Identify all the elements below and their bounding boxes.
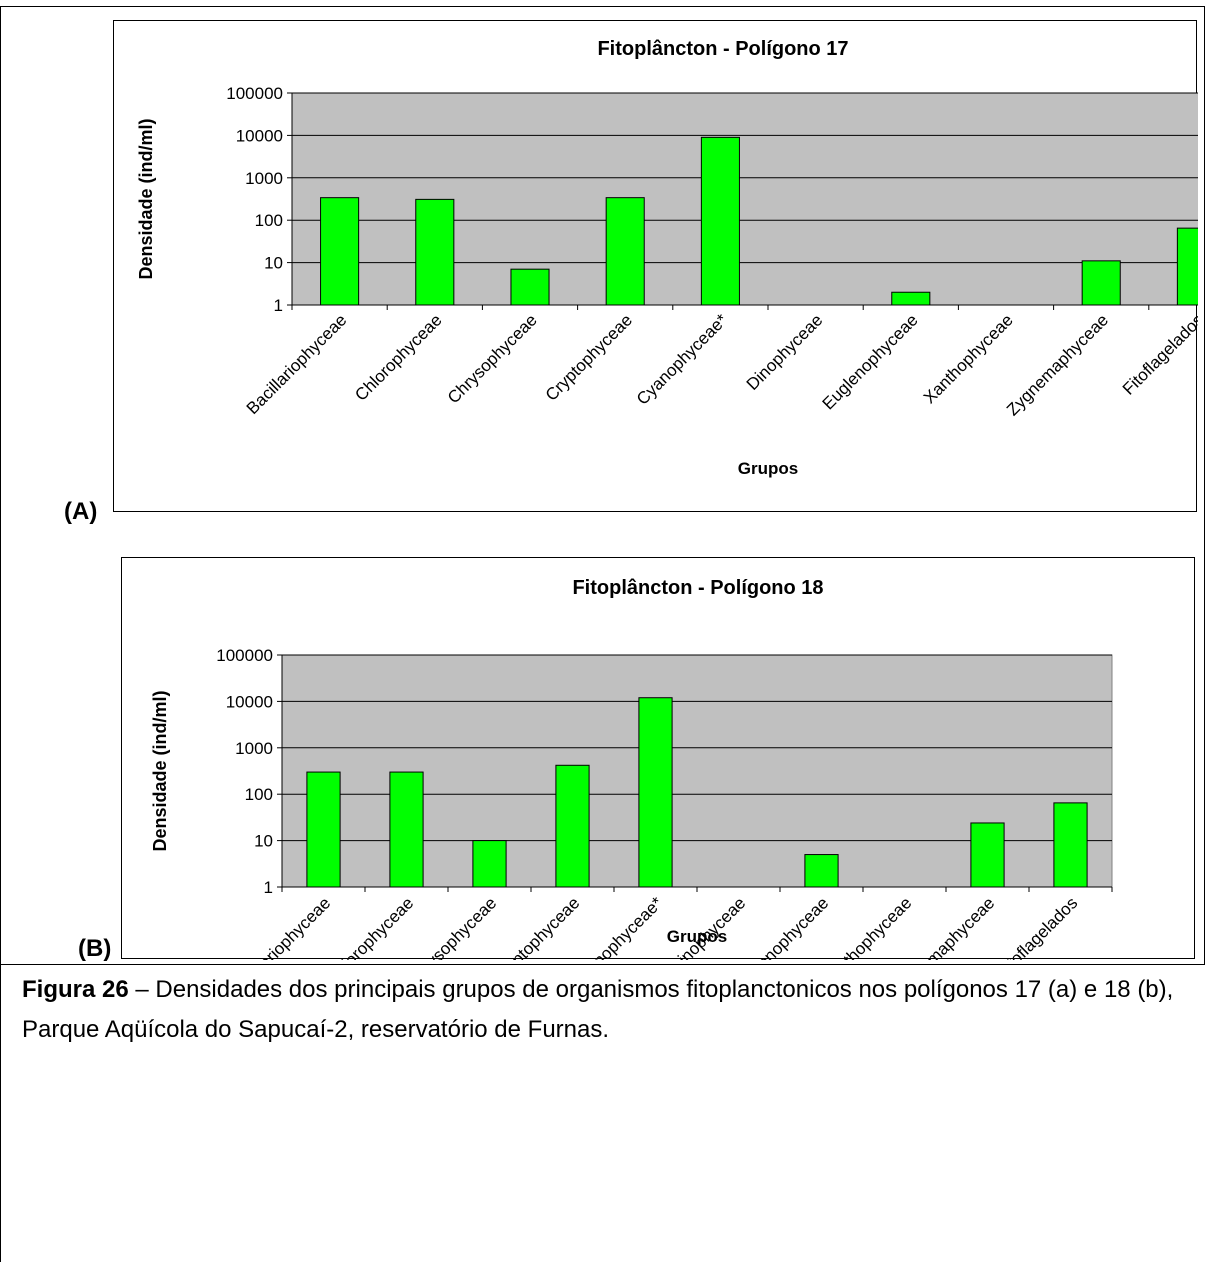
chart-b-area: Fitoplâncton - Polígono 18 1 10 100 1000 1000… [121,557,1195,960]
chart-a-title: Fitoplâncton - Polígono 17 [597,38,848,60]
chart-b-ytick-label: 1 [264,878,273,897]
chart-a-ytick-label: 1000 [245,169,283,188]
chart-b-x-axis-title: Grupos [667,927,727,946]
chart-a-ytick-label: 10 [264,254,283,273]
chart-a-area: Fitoplâncton - Polígono 17 1 10 100 1000 1000… [113,20,1198,512]
chart-a-ytick-label: 100000 [226,84,283,103]
chart-a-x-axis-title: Grupos [738,459,798,478]
chart-b-category-label: Fitoflagelados [993,893,1081,960]
chart-b-category-label: Bacillariophyceae [227,893,335,960]
chart-b-ytick-label: 100 [245,785,273,804]
chart-a-ytick-label: 1 [274,296,283,315]
chart-a-bar-zygnemaphyceae [1081,260,1121,306]
chart-b-svg: Fitoplâncton - Polígono 18 1 10 100 1000 1000… [150,577,1113,960]
chart-a-ytick-label: 10000 [236,126,283,145]
chart-a-bar-chrysophyceae [510,268,550,306]
frame-top-border [0,6,1205,7]
figure-caption: Figura 26 – Densidades dos principais gr… [22,970,1197,1050]
chart-a-category-label: Fitoflagelados [1119,310,1198,398]
chart-b-bar-chrysophyceae [472,840,507,888]
chart-b-bar-chlorophyceae [389,771,424,888]
chart-b-category-label: Cryptophyceae [489,893,583,960]
chart-b-ytick-label: 10000 [226,692,273,711]
chart-a-bar-bacillariophyceae [320,197,360,306]
chart-b-category-label: Chlorophyceae [323,893,417,960]
chart-a-bar-cryptophyceae [605,197,645,306]
chart-a-category-label: Euglenophyceae [819,310,922,413]
chart-b-ytick-label: 1000 [235,739,273,758]
chart-a-category-label: Cryptophyceae [542,310,636,404]
chart-b-category-label: Chrysophyceae [403,893,500,960]
panel-label-b: (B) [78,935,112,962]
chart-a-bar-fitoflagelados [1176,227,1198,306]
chart-b-y-axis-title: Densidade (ind/ml) [150,690,170,851]
panel-label-a: (A) [64,498,98,525]
chart-b-bar-euglenophyceae [804,854,839,888]
chart-a-category-label: Xanthophyceae [920,310,1017,407]
chart-b-category-label: Cyanophyceae* [568,893,667,960]
chart-b-category-label: Xanthophyceae [818,893,915,960]
chart-a-bar-euglenophyceae [891,291,931,306]
chart-b-ytick-label: 100000 [216,646,273,665]
chart-a-bar-chlorophyceae [415,198,455,306]
chart-a-category-label: Zygnemaphyceae [1003,310,1112,419]
chart-b-bar-cyanophyceae [638,697,673,888]
caption-label: Figura 26 [22,976,129,1003]
chart-a-category-label: Chrysophyceae [444,310,541,407]
frame-left-border [0,6,1,1262]
caption-text: – Densidades dos principais grupos de or… [22,976,1174,1043]
chart-a-category-label: Chlorophyceae [351,310,445,404]
chart-a-ytick-label: 100 [255,211,283,230]
chart-a-y-axis-title: Densidade (ind/ml) [136,118,156,279]
chart-a-category-label: Cyanophyceae* [633,310,732,409]
chart-b-bar-zygnemaphyceae [970,822,1005,888]
chart-b-bar-fitoflagelados [1053,802,1088,888]
chart-a-bar-cyanophyceae [700,136,740,306]
chart-b-ytick-label: 10 [254,832,273,851]
caption-separator [0,964,1205,965]
chart-a-category-label: Bacillariophyceae [243,310,351,418]
chart-b-bar-cryptophyceae [555,764,590,888]
chart-a-category-label: Dinophyceae [743,310,827,394]
chart-b-bar-bacillariophyceae [306,771,341,888]
chart-b-title: Fitoplâncton - Polígono 18 [572,577,823,599]
chart-a-svg: Fitoplâncton - Polígono 17 1 10 100 1000 1000… [136,38,1198,478]
